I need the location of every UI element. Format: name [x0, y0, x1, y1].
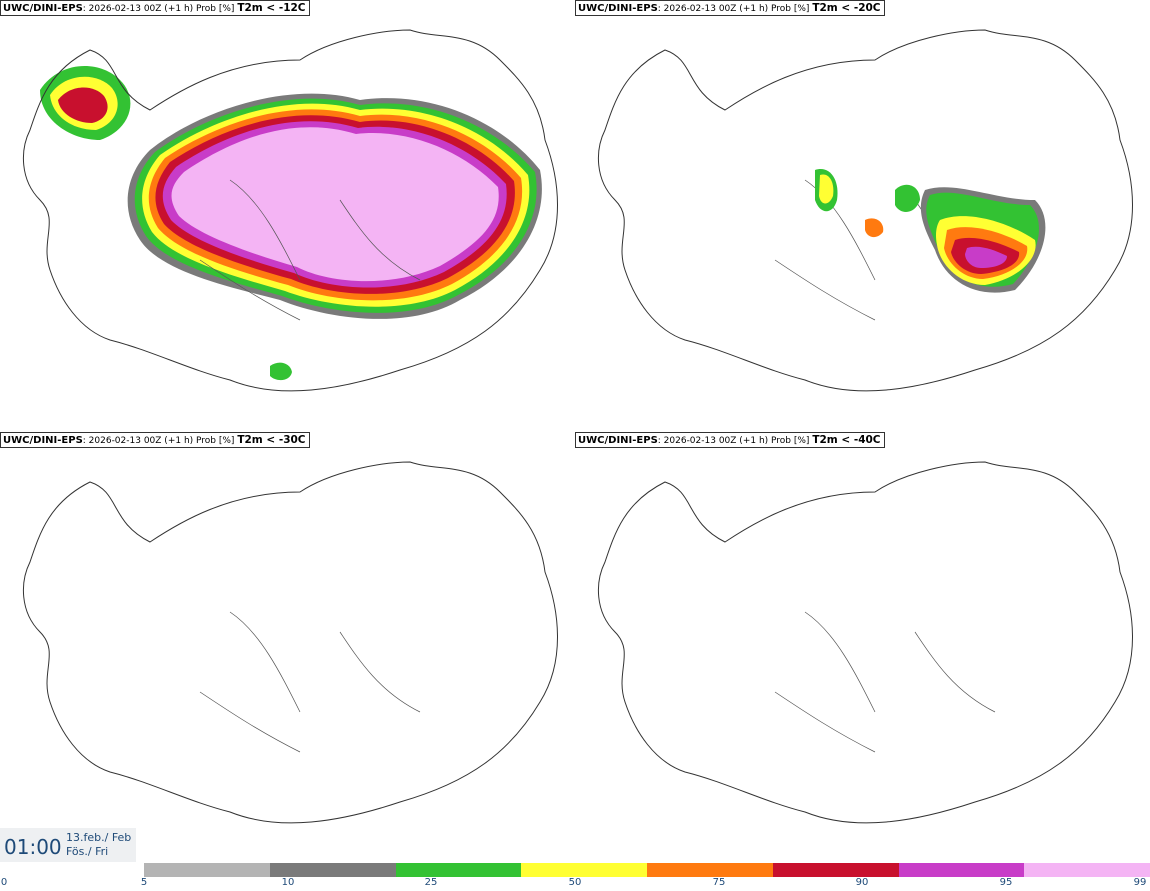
panel-title-minus12: UWC/DINI-EPS: 2026-02-13 00Z (+1 h) Prob…	[0, 0, 310, 16]
model-name: UWC/DINI-EPS	[578, 435, 658, 446]
panel-title-minus40: UWC/DINI-EPS: 2026-02-13 00Z (+1 h) Prob…	[575, 432, 885, 448]
threshold-label: T2m < -20C	[812, 2, 881, 14]
scale-segment-50-75	[521, 863, 647, 877]
map-panel-minus30: UWC/DINI-EPS: 2026-02-13 00Z (+1 h) Prob…	[0, 432, 575, 862]
map-panel-minus40: UWC/DINI-EPS: 2026-02-13 00Z (+1 h) Prob…	[575, 432, 1150, 862]
scale-tick-50: 50	[568, 877, 582, 888]
valid-time-box: 01:00 13.feb./ Feb Fös./ Fri	[0, 828, 136, 862]
run-info: : 2026-02-13 00Z (+1 h) Prob [%]	[82, 436, 238, 446]
scale-tick-10: 10	[281, 877, 295, 888]
scale-segment-99	[1024, 863, 1150, 877]
scale-tick-5: 5	[140, 877, 148, 888]
model-name: UWC/DINI-EPS	[3, 3, 83, 14]
probability-color-scale	[144, 863, 1150, 877]
scale-tick-25: 25	[424, 877, 438, 888]
run-info: : 2026-02-13 00Z (+1 h) Prob [%]	[82, 4, 238, 14]
run-info: : 2026-02-13 00Z (+1 h) Prob [%]	[657, 4, 813, 14]
date-line-2: Fös./ Fri	[66, 845, 109, 858]
iceland-map-minus30	[22, 461, 558, 824]
scale-tick-75: 75	[712, 877, 726, 888]
threshold-label: T2m < -40C	[812, 434, 881, 446]
scale-segment-10-25	[269, 863, 396, 877]
threshold-label: T2m < -30C	[237, 434, 306, 446]
scale-segment-75-90	[647, 863, 773, 877]
panel-title-minus20: UWC/DINI-EPS: 2026-02-13 00Z (+1 h) Prob…	[575, 0, 885, 16]
date-line-1: 13.feb./ Feb	[66, 831, 132, 844]
scale-tick-99: 99	[1133, 877, 1147, 888]
scale-segment-95-99	[898, 863, 1025, 877]
model-name: UWC/DINI-EPS	[3, 435, 83, 446]
valid-time-clock: 01:00	[4, 835, 62, 859]
scale-segment-25-50	[395, 863, 522, 877]
threshold-label: T2m < -12C	[237, 2, 306, 14]
iceland-map-minus20	[597, 29, 1133, 392]
scale-tick-90: 90	[855, 877, 869, 888]
model-name: UWC/DINI-EPS	[578, 3, 658, 14]
map-panel-minus12: UWC/DINI-EPS: 2026-02-13 00Z (+1 h) Prob…	[0, 0, 575, 430]
scale-segment-90-95	[772, 863, 899, 877]
scale-segment-5-10	[144, 863, 270, 877]
iceland-map-minus12	[22, 29, 558, 392]
iceland-map-minus40	[597, 461, 1133, 824]
panel-title-minus30: UWC/DINI-EPS: 2026-02-13 00Z (+1 h) Prob…	[0, 432, 310, 448]
map-panel-minus20: UWC/DINI-EPS: 2026-02-13 00Z (+1 h) Prob…	[575, 0, 1150, 430]
scale-tick-0: 0	[0, 877, 8, 888]
run-info: : 2026-02-13 00Z (+1 h) Prob [%]	[657, 436, 813, 446]
scale-tick-95: 95	[999, 877, 1013, 888]
valid-date: 13.feb./ Feb Fös./ Fri	[66, 831, 131, 859]
